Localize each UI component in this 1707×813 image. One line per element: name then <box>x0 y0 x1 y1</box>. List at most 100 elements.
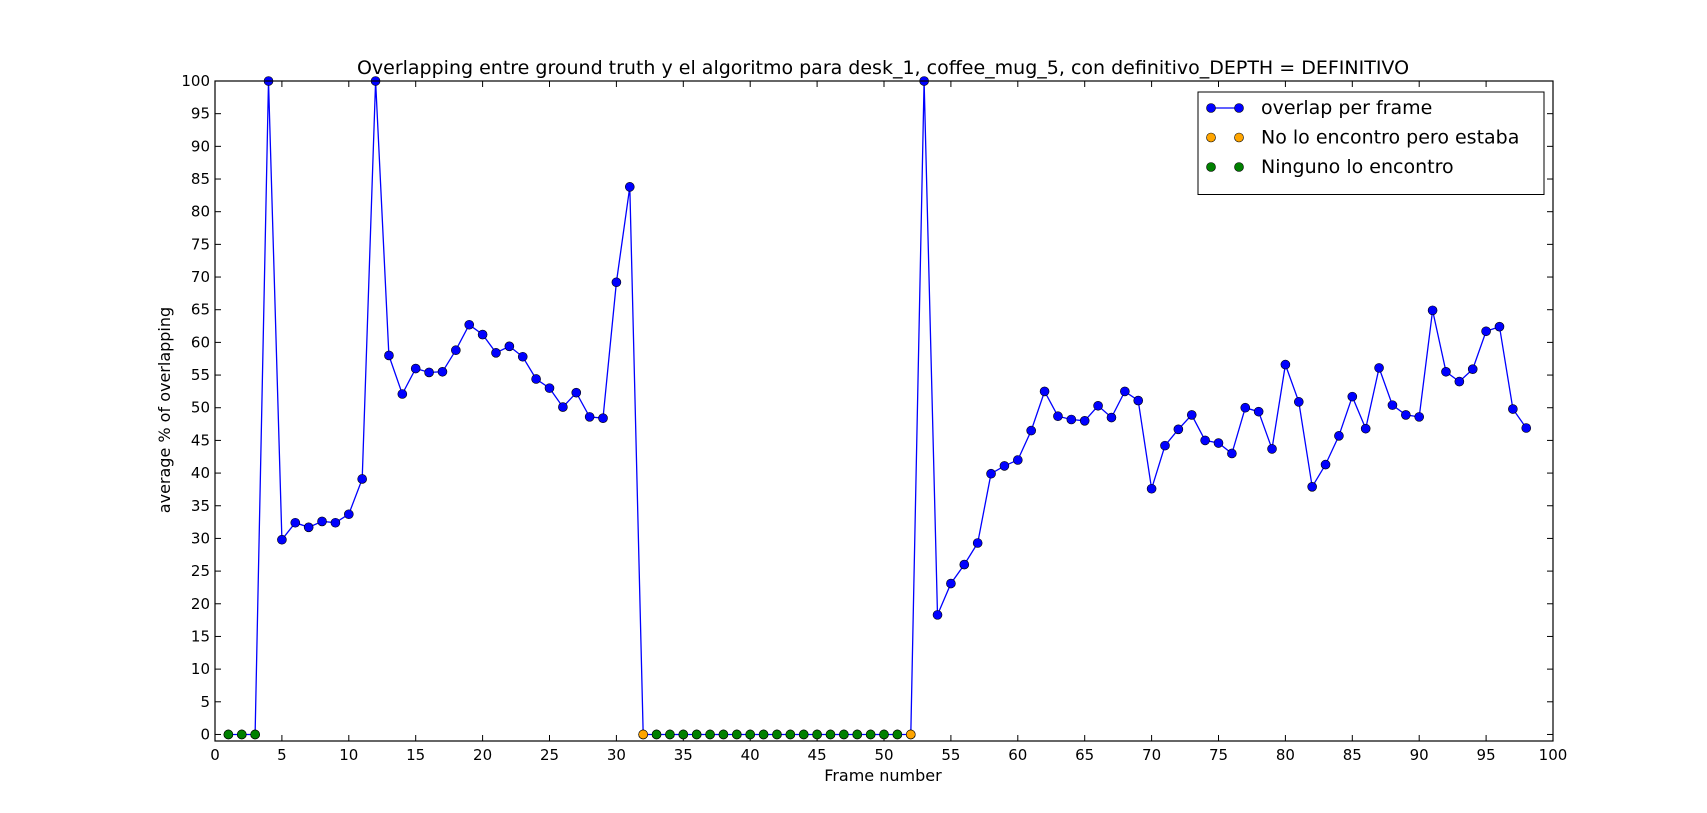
data-point <box>504 341 515 352</box>
data-point <box>317 516 327 527</box>
data-point <box>437 366 448 377</box>
data-point <box>932 610 943 620</box>
chart-title: Overlapping entre ground truth y el algo… <box>357 57 1409 79</box>
data-point <box>665 729 675 740</box>
y-tick-label: 30 <box>191 529 210 547</box>
data-point <box>959 559 970 570</box>
data-point <box>1093 400 1103 411</box>
data-point <box>517 351 528 362</box>
data-point <box>1414 412 1424 422</box>
data-point <box>1267 444 1277 454</box>
x-tick-label: 15 <box>406 746 425 764</box>
y-tick-label: 100 <box>181 72 210 90</box>
data-point <box>1146 483 1157 494</box>
data-point <box>1467 364 1478 374</box>
data-point <box>397 389 408 399</box>
y-tick-label: 65 <box>191 301 210 319</box>
data-point <box>678 729 689 740</box>
data-point <box>357 474 367 484</box>
data-point <box>1200 435 1210 446</box>
data-point <box>972 538 983 548</box>
data-point <box>236 729 247 740</box>
data-point <box>223 729 234 740</box>
data-point <box>598 413 608 423</box>
data-point <box>1320 459 1331 470</box>
x-tick-label: 30 <box>607 746 626 764</box>
x-tick-label: 75 <box>1209 746 1228 764</box>
data-point <box>905 729 916 740</box>
x-tick-label: 90 <box>1410 746 1429 764</box>
data-point <box>611 277 622 288</box>
data-point <box>1401 410 1411 420</box>
data-point <box>544 383 555 393</box>
data-point <box>812 729 822 740</box>
x-tick-label: 40 <box>741 746 760 764</box>
data-point <box>705 729 715 740</box>
data-point <box>1227 448 1237 459</box>
legend-label: No lo encontro pero estaba <box>1261 127 1519 149</box>
data-point <box>1160 440 1170 451</box>
data-point <box>1454 376 1465 387</box>
data-point <box>1106 412 1117 423</box>
data-point <box>758 729 769 740</box>
data-point <box>745 729 756 740</box>
x-tick-label: 0 <box>210 746 220 764</box>
y-tick-label: 70 <box>191 268 210 286</box>
legend: overlap per frame No lo encontro pero est… <box>1197 91 1545 195</box>
data-point <box>772 729 782 740</box>
x-tick-label: 95 <box>1477 746 1496 764</box>
y-tick-label: 90 <box>191 137 210 155</box>
data-point <box>1360 423 1371 434</box>
data-point <box>303 522 314 533</box>
data-point <box>1374 363 1384 373</box>
y-tick-label: 5 <box>200 693 210 711</box>
data-point <box>798 729 809 740</box>
data-point <box>531 374 541 384</box>
data-point <box>651 729 662 740</box>
data-point <box>1012 455 1023 465</box>
data-point <box>1039 386 1050 397</box>
x-tick-label: 50 <box>874 746 893 764</box>
y-tick-label: 10 <box>191 660 210 678</box>
data-point <box>477 329 488 340</box>
y-tick-label: 95 <box>191 105 210 123</box>
data-point <box>999 461 1010 471</box>
data-point <box>384 350 394 361</box>
x-tick-label: 45 <box>808 746 827 764</box>
x-tick-label: 85 <box>1343 746 1362 764</box>
y-tick-label: 15 <box>191 627 210 645</box>
data-point <box>584 412 595 422</box>
data-point <box>1427 305 1438 316</box>
data-point <box>825 729 836 740</box>
x-tick-label: 100 <box>1539 746 1568 764</box>
data-point <box>1186 410 1197 420</box>
legend-marker <box>1206 162 1216 172</box>
data-point <box>1387 400 1398 410</box>
data-point <box>852 729 863 740</box>
data-point <box>1026 425 1036 436</box>
data-point <box>1053 411 1063 422</box>
legend-frame <box>1197 91 1545 195</box>
plot-area: 0 5 10 15 20 25 30 35 40 45 50 55 60 65 70 75 80 85 90 95 10… <box>181 72 1567 764</box>
legend-marker <box>1206 132 1216 143</box>
data-point <box>250 729 260 740</box>
data-point <box>638 729 648 740</box>
data-point <box>1240 402 1251 413</box>
data-point <box>892 729 903 740</box>
data-point <box>1334 431 1344 441</box>
x-tick-label: 65 <box>1075 746 1094 764</box>
data-point <box>839 729 849 740</box>
data-point <box>732 729 742 740</box>
data-point <box>986 468 996 479</box>
x-tick-label: 10 <box>339 746 358 764</box>
x-tick-label: 25 <box>540 746 559 764</box>
x-tick-label: 60 <box>1008 746 1027 764</box>
y-tick-label: 80 <box>191 203 210 221</box>
legend-label: overlap per frame <box>1261 97 1432 119</box>
data-point <box>624 182 635 192</box>
data-point <box>464 319 475 330</box>
y-tick-label: 35 <box>191 497 210 515</box>
data-point <box>1280 359 1291 370</box>
y-tick-label: 85 <box>191 170 210 188</box>
y-tick-label: 45 <box>191 431 210 449</box>
